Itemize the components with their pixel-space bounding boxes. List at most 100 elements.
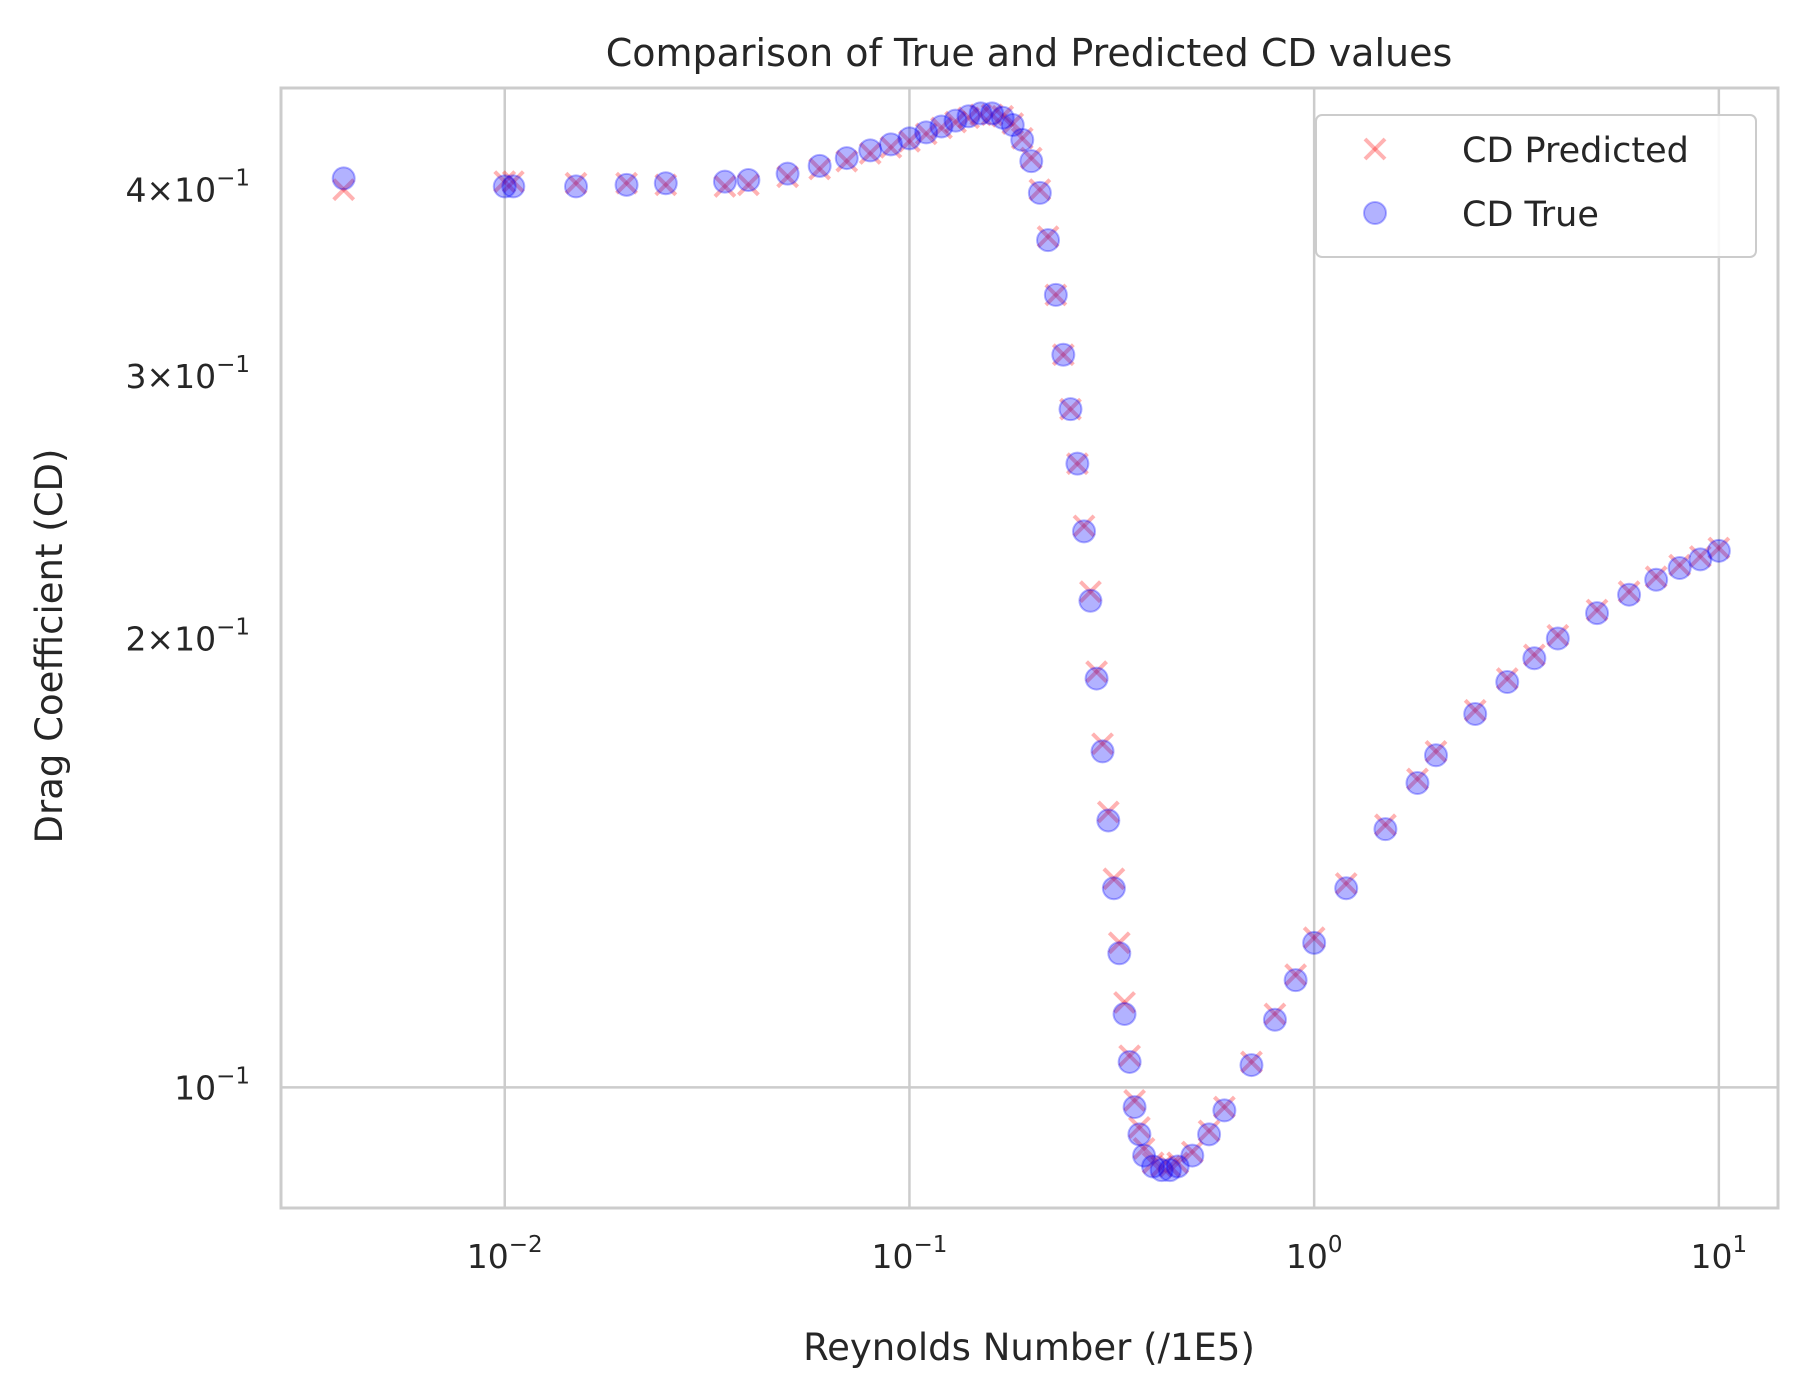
point-predicted bbox=[914, 122, 938, 146]
point-predicted bbox=[736, 173, 760, 197]
chart-title: Comparison of True and Predicted CD valu… bbox=[606, 31, 1453, 75]
point-true bbox=[1000, 113, 1025, 138]
point-predicted bbox=[1085, 660, 1108, 684]
point-predicted bbox=[1263, 1002, 1287, 1026]
point-true bbox=[564, 174, 589, 199]
y-axis-label: Drag Coefficient (CD) bbox=[28, 449, 71, 844]
point-predicted bbox=[1096, 800, 1120, 824]
point-true bbox=[1522, 646, 1547, 671]
series-layer bbox=[331, 101, 1731, 1183]
point-true bbox=[990, 105, 1015, 130]
point-predicted bbox=[776, 165, 800, 189]
point-predicted bbox=[1127, 1115, 1151, 1139]
point-true bbox=[1706, 538, 1731, 563]
point-predicted bbox=[1150, 1155, 1174, 1178]
point-true bbox=[501, 174, 526, 199]
point-predicted bbox=[654, 173, 678, 197]
point-true bbox=[1127, 1122, 1152, 1147]
point-true bbox=[968, 101, 993, 126]
point-true bbox=[1334, 876, 1359, 901]
point-predicted bbox=[879, 135, 903, 159]
point-true bbox=[1019, 149, 1044, 174]
point-true bbox=[1212, 1098, 1237, 1123]
point-predicted bbox=[1197, 1119, 1221, 1143]
point-predicted bbox=[1617, 580, 1641, 604]
point-true bbox=[1112, 1001, 1137, 1026]
x-tick-label: 100 bbox=[1286, 1232, 1343, 1276]
legend-box bbox=[1315, 114, 1757, 258]
point-true bbox=[1667, 556, 1692, 581]
point-true bbox=[914, 120, 939, 145]
point-true bbox=[1101, 876, 1126, 901]
point-predicted bbox=[944, 110, 967, 134]
point-true bbox=[1084, 666, 1109, 691]
point-predicted bbox=[930, 116, 953, 140]
point-predicted bbox=[332, 178, 356, 202]
point-true bbox=[1688, 547, 1713, 572]
point-predicted bbox=[1079, 580, 1102, 604]
point-predicted bbox=[1010, 126, 1034, 150]
point-predicted bbox=[501, 170, 525, 194]
point-predicted bbox=[1522, 643, 1546, 667]
legend-marker-predicted bbox=[1363, 137, 1387, 161]
point-true bbox=[1072, 519, 1097, 544]
series-cd-true bbox=[331, 101, 1731, 1183]
point-predicted bbox=[1036, 225, 1060, 249]
point-predicted bbox=[1688, 545, 1712, 568]
series-cd-predicted bbox=[332, 103, 1731, 1178]
point-true bbox=[1239, 1053, 1264, 1078]
point-true bbox=[1036, 228, 1061, 253]
point-true bbox=[807, 153, 832, 178]
point-predicted bbox=[1585, 598, 1609, 622]
point-predicted bbox=[1019, 146, 1043, 170]
point-predicted bbox=[969, 103, 993, 127]
point-true bbox=[1141, 1154, 1166, 1179]
point-true bbox=[956, 104, 981, 129]
point-true bbox=[1197, 1122, 1222, 1147]
point-predicted bbox=[1044, 283, 1068, 307]
point-true bbox=[1058, 397, 1083, 422]
legend-marker-true bbox=[1363, 201, 1387, 225]
point-predicted bbox=[1113, 991, 1136, 1014]
x-tick-label: 10−1 bbox=[871, 1232, 947, 1276]
point-predicted bbox=[1158, 1155, 1182, 1178]
point-true bbox=[1644, 567, 1669, 592]
point-predicted bbox=[1141, 1151, 1165, 1175]
grid-layer bbox=[281, 88, 1778, 1208]
point-predicted bbox=[1424, 739, 1448, 763]
y-tick-label: 2×10−1 bbox=[125, 615, 250, 659]
point-predicted bbox=[1707, 536, 1731, 560]
point-true bbox=[878, 132, 903, 157]
point-true bbox=[1405, 770, 1430, 795]
x-axis-label: Reynolds Number (/1E5) bbox=[803, 1326, 1255, 1369]
point-true bbox=[943, 108, 968, 133]
point-predicted bbox=[1546, 623, 1570, 647]
point-true bbox=[331, 166, 356, 191]
point-true bbox=[775, 161, 800, 186]
point-true bbox=[1495, 670, 1520, 695]
point-predicted bbox=[898, 129, 921, 153]
point-true bbox=[1617, 582, 1642, 607]
point-true bbox=[1132, 1143, 1157, 1168]
y-tick-label: 10−1 bbox=[174, 1063, 250, 1107]
point-true bbox=[1545, 626, 1570, 651]
point-true bbox=[1149, 1158, 1174, 1183]
legend: CD Predicted CD True bbox=[1315, 114, 1757, 258]
point-true bbox=[1463, 701, 1488, 726]
point-predicted bbox=[991, 104, 1015, 128]
point-predicted bbox=[1091, 732, 1114, 756]
point-true bbox=[1096, 808, 1121, 833]
point-true bbox=[1078, 588, 1103, 613]
point-true bbox=[858, 138, 883, 163]
y-tick-label: 4×10−1 bbox=[125, 166, 250, 210]
point-predicted bbox=[1284, 963, 1308, 987]
point-true bbox=[1157, 1158, 1182, 1183]
point-true bbox=[1027, 180, 1052, 205]
point-predicted bbox=[858, 142, 882, 165]
legend-label-true: CD True bbox=[1462, 195, 1599, 235]
point-true bbox=[1262, 1007, 1287, 1032]
point-predicted bbox=[1334, 872, 1358, 895]
point-predicted bbox=[1406, 767, 1429, 791]
